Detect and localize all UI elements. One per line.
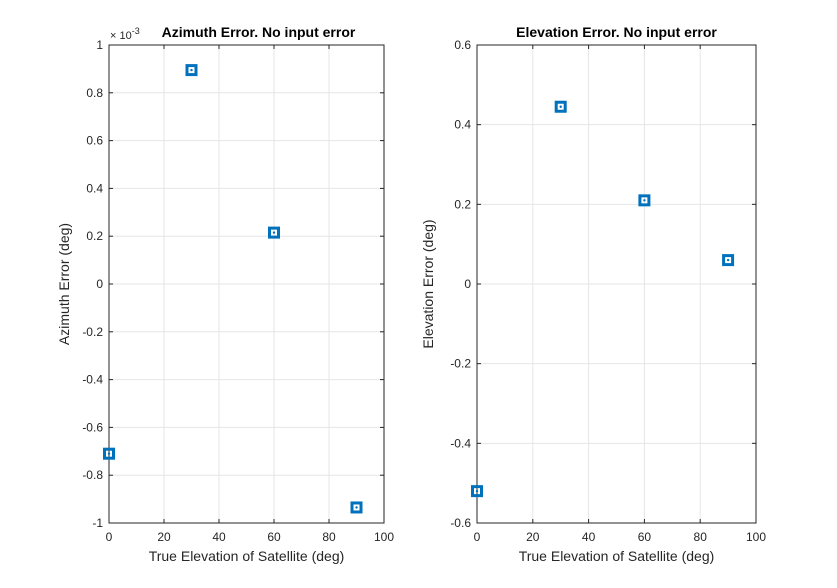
y-tick-label: 0 [464, 277, 471, 291]
y-tick-label: -0.2 [82, 325, 103, 339]
x-tick-label: 80 [322, 530, 336, 544]
y-tick-label: 0.2 [86, 229, 103, 243]
y-tick-label: 0 [96, 277, 103, 291]
y-tick-label: 0.4 [86, 181, 103, 195]
y-tick-label: -1 [92, 516, 103, 530]
y-tick-label: 0.6 [86, 134, 103, 148]
y-tick-label: -0.8 [82, 468, 103, 482]
y-tick-label: -0.6 [450, 516, 471, 530]
y-tick-label: 0.2 [454, 197, 471, 211]
x-tick-label: 0 [106, 530, 113, 544]
data-point [185, 64, 198, 77]
data-point [103, 447, 115, 460]
x-tick-label: 0 [474, 530, 481, 544]
x-axis-label: True Elevation of Satellite (deg) [519, 548, 715, 564]
y-axis-label: Elevation Error (deg) [420, 219, 436, 348]
y-tick-label: 0.6 [454, 38, 471, 52]
y-tick-label: -0.4 [82, 373, 103, 387]
x-tick-label: 20 [526, 530, 540, 544]
y-exponent-label: × 10-3 [110, 26, 140, 42]
axes-box [476, 44, 757, 524]
y-tick-label: -0.4 [450, 436, 471, 450]
data-point [350, 501, 363, 514]
chart-title: Elevation Error. No input error [516, 24, 717, 40]
y-tick-label: -0.2 [450, 357, 471, 371]
axes-box [108, 44, 385, 524]
data-point [554, 100, 567, 113]
x-tick-label: 20 [157, 530, 171, 544]
x-tick-label: 60 [267, 530, 281, 544]
y-tick-label: -0.6 [82, 420, 103, 434]
data-point [638, 194, 651, 207]
x-axis-label: True Elevation of Satellite (deg) [149, 548, 345, 564]
y-axis-label: Azimuth Error (deg) [56, 223, 72, 345]
y-tick-label: 0.8 [86, 86, 103, 100]
x-tick-label: 80 [694, 530, 708, 544]
elevation-error-plot: 0 20 40 60 80 100 -0.6 -0.4 -0.2 0 0.2 0.4 0.6 Elevat… [420, 24, 766, 564]
data-point [471, 485, 483, 498]
x-tick-label: 100 [374, 530, 394, 544]
azimuth-error-plot: 0 20 40 60 80 100 -1 -0.8 -0.6 -0.4 -0.2 0 0.2 0.4 0.6… [56, 24, 394, 564]
data-point [722, 254, 735, 267]
chart-title: Azimuth Error. No input error [162, 24, 356, 40]
x-tick-label: 40 [582, 530, 596, 544]
x-tick-label: 60 [638, 530, 652, 544]
y-tick-label: 0.4 [454, 118, 471, 132]
y-tick-label: 1 [96, 38, 103, 52]
x-tick-label: 40 [212, 530, 226, 544]
x-tick-label: 100 [746, 530, 766, 544]
data-point [268, 226, 280, 239]
